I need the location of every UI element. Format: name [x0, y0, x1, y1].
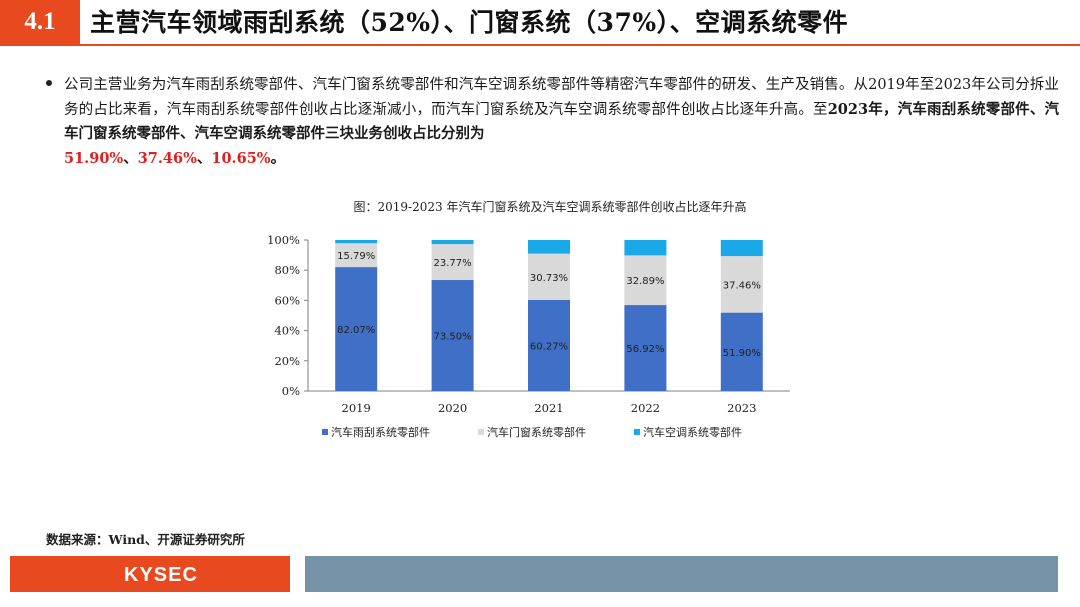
bar-ac-2021	[528, 240, 570, 254]
kysec-logo	[10, 556, 290, 592]
paragraph-bold-year: 2023年	[827, 100, 883, 118]
bar-window-2019	[335, 243, 378, 268]
logo-text: KYSEC	[124, 564, 198, 586]
legend-label: 汽车门窗系统零部件	[487, 425, 586, 439]
paragraph-end: 。	[270, 149, 286, 167]
legend-swatch	[478, 429, 484, 435]
bar-window-2023	[720, 256, 763, 313]
data-label-window-2023: 37.46%	[723, 280, 761, 291]
header-divider	[0, 44, 1080, 46]
y-tick-label: 80%	[274, 263, 300, 277]
bar-wiper-2021	[528, 299, 570, 391]
bar-ac-2022	[624, 240, 667, 256]
data-label-window-2020: 23.77%	[434, 258, 472, 269]
highlight-separator: 、	[196, 149, 212, 167]
summary-paragraph: 公司主营业务为汽车雨刮系统零部件、汽车门窗系统零部件和汽车空调系统零部件等精密汽…	[64, 74, 1059, 171]
data-label-wiper-2022: 56.92%	[626, 344, 664, 355]
bar-wiper-2020	[431, 280, 474, 391]
x-tick-label: 2022	[631, 401, 660, 415]
y-tick-label: 100%	[267, 233, 300, 247]
paragraph-text-1: 公司主营业务为汽车雨刮系统零部件、汽车门窗系统零部件和汽车空调系统零部件等精密汽…	[64, 77, 1059, 118]
x-tick-label: 2021	[534, 401, 563, 415]
bar-ac-2020	[431, 240, 474, 245]
data-label-wiper-2021: 60.27%	[530, 341, 568, 352]
revenue-share-chart: 图：2019-2023 年汽车门窗系统及汽车空调系统零部件创收占比逐年升高 0% 2…	[267, 199, 790, 439]
legend-label: 汽车雨刮系统零部件	[331, 425, 430, 439]
data-label-window-2021: 30.73%	[530, 273, 568, 284]
bar-window-2022	[624, 255, 667, 306]
bar-window-2021	[528, 253, 570, 300]
bar-ac-2023	[720, 239, 763, 257]
y-tick-label: 40%	[274, 324, 300, 338]
data-label-wiper-2019: 82.07%	[337, 325, 375, 336]
bar-wiper-2023	[720, 312, 763, 391]
x-tick-label: 2019	[342, 401, 371, 415]
chart-title: 图：2019-2023 年汽车门窗系统及汽车空调系统零部件创收占比逐年升高	[354, 199, 747, 214]
paragraph-text-2: ，汽车雨刮系统零部件、汽车门窗系统零部件、汽车空调系统零部件三块业务创收占比分别…	[64, 100, 1060, 143]
legend-swatch	[322, 429, 328, 435]
page-title: 主营汽车领域雨刮系统（52%）、门窗系统（37%）、空调系统零件	[90, 8, 849, 37]
data-source: 数据来源：Wind、开源证券研究所	[46, 532, 245, 547]
bar-ac-2019	[335, 240, 378, 244]
highlight-ac-share: 10.65%	[211, 149, 271, 167]
data-label-wiper-2020: 73.50%	[434, 332, 472, 343]
data-label-wiper-2023: 51.90%	[723, 348, 761, 359]
y-tick-label: 0%	[282, 384, 300, 398]
data-label-window-2022: 32.89%	[626, 276, 664, 287]
legend-label: 汽车空调系统零部件	[643, 425, 742, 439]
footer-bar	[305, 556, 1058, 592]
highlight-window-share: 37.46%	[137, 149, 197, 167]
highlight-separator: 、	[123, 149, 138, 167]
legend-swatch	[634, 429, 640, 435]
x-tick-label: 2020	[438, 401, 467, 415]
data-label-window-2019: 15.79%	[337, 251, 375, 262]
bar-wiper-2019	[335, 267, 378, 391]
bar-window-2020	[431, 244, 474, 281]
bar-wiper-2022	[624, 305, 667, 391]
highlight-wiper-share: 51.90%	[64, 149, 124, 167]
x-tick-label: 2023	[727, 401, 756, 415]
section-number: 4.1	[0, 0, 80, 44]
bullet-dot	[46, 80, 52, 86]
y-tick-label: 60%	[274, 293, 300, 307]
y-tick-label: 20%	[274, 354, 300, 368]
